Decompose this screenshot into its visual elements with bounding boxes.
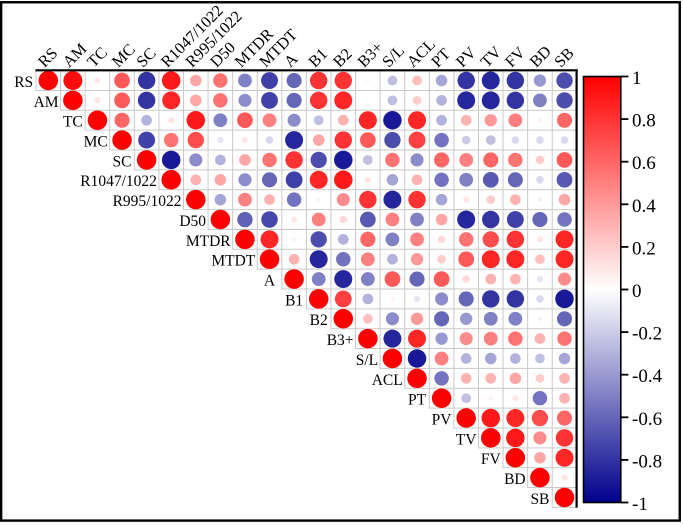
svg-text:AM: AM: [34, 94, 59, 111]
svg-text:0: 0: [632, 281, 642, 302]
svg-text:-0.4: -0.4: [632, 366, 663, 387]
svg-text:A: A: [264, 272, 276, 289]
svg-text:MC: MC: [84, 133, 108, 150]
svg-text:BD: BD: [504, 471, 526, 488]
svg-text:SB: SB: [530, 491, 549, 508]
svg-text:SC: SC: [113, 153, 132, 170]
svg-text:S/L: S/L: [356, 352, 378, 369]
svg-text:TV: TV: [456, 431, 477, 448]
svg-text:0.8: 0.8: [632, 111, 656, 132]
svg-text:ACL: ACL: [372, 372, 403, 389]
svg-text:R995/1022: R995/1022: [113, 193, 182, 210]
svg-text:PT: PT: [408, 392, 427, 409]
svg-text:B3+: B3+: [327, 332, 354, 349]
svg-text:R1047/1022: R1047/1022: [80, 173, 157, 190]
svg-text:-0.8: -0.8: [632, 451, 662, 472]
svg-text:0.2: 0.2: [632, 238, 656, 259]
svg-text:FV: FV: [481, 451, 502, 468]
svg-text:B2: B2: [310, 312, 328, 329]
svg-text:1: 1: [632, 68, 642, 89]
svg-text:MTDR: MTDR: [186, 233, 231, 250]
svg-text:PV: PV: [432, 411, 453, 428]
svg-text:D50: D50: [179, 213, 206, 230]
svg-text:0.4: 0.4: [632, 196, 656, 217]
svg-text:TC: TC: [63, 114, 83, 131]
svg-text:-1: -1: [632, 494, 648, 515]
svg-text:RS: RS: [14, 74, 33, 91]
svg-text:-0.2: -0.2: [632, 324, 662, 345]
svg-text:B1: B1: [285, 292, 303, 309]
svg-text:0.6: 0.6: [632, 153, 656, 174]
svg-text:-0.6: -0.6: [632, 409, 662, 430]
svg-text:MTDT: MTDT: [211, 253, 255, 270]
